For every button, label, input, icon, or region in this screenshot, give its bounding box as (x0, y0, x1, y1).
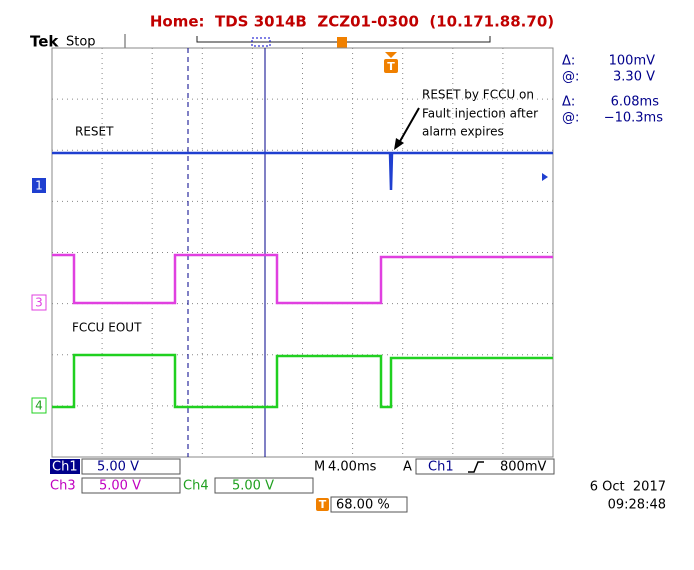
ch4-scale: 5.00 V (232, 479, 274, 494)
date: 6 Oct 2017 (590, 480, 666, 495)
channel-marker: 3 (35, 296, 43, 310)
brand: Tek (30, 33, 59, 51)
trigger-position: 68.00 % (336, 498, 390, 513)
ch1-box (81, 458, 181, 475)
channel-marker: 1 (35, 179, 43, 193)
ch1-badge (50, 459, 80, 474)
trigger-arrow (385, 52, 397, 58)
trigger-pos-box (330, 496, 408, 513)
acquisition-state: Stop (66, 35, 96, 50)
annotation-line: alarm expires (422, 125, 504, 139)
trigger-level-arrow (542, 173, 548, 181)
channel-marker: 4 (35, 399, 43, 413)
trace-ch3 (52, 253, 553, 305)
annotation-arrow (398, 107, 420, 144)
header-title: Home: TDS 3014B ZCZ01-0300 (10.171.88.70… (150, 13, 554, 31)
trigger-box (415, 458, 555, 475)
ch3-scale: 5.00 V (99, 479, 141, 494)
ch3-box (81, 477, 181, 494)
ch4-name: Ch4 (183, 479, 209, 494)
trigger-marker: T (387, 60, 395, 73)
trigger-source: Ch1 (428, 460, 454, 475)
cursor-symbol: Δ: (562, 54, 575, 69)
cursor-symbol: @: (562, 70, 579, 85)
cursor-symbol: Δ: (562, 95, 575, 110)
ch4-marker-box (31, 397, 47, 414)
ch3-name: Ch3 (50, 479, 76, 494)
annotation-line: RESET by FCCU on (422, 88, 534, 102)
trigger-level: 800mV (500, 460, 546, 475)
trigger-pos-badge (316, 498, 329, 511)
cursor-symbol: @: (562, 111, 579, 126)
record-trigger (337, 37, 347, 49)
annotation-arrowhead (394, 138, 404, 150)
trigger-mode: A (403, 460, 412, 475)
trace-ch4 (52, 353, 553, 409)
cursor-value: 3.30 V (613, 70, 655, 85)
trigger-pos-marker: T (319, 498, 327, 511)
cursor-value: 100mV (609, 54, 655, 69)
trace-ch1 (52, 151, 553, 191)
ch1-name: Ch1 (52, 460, 78, 475)
time: 09:28:48 (608, 498, 666, 513)
ch1-marker-box (32, 178, 46, 193)
timebase-scale: 4.00ms (328, 460, 377, 475)
ch1-scale: 5.00 V (97, 460, 139, 475)
ch4-box (214, 477, 314, 494)
timebase-name: M (314, 460, 325, 475)
trace-label: RESET (75, 125, 114, 139)
cursor-value: 6.08ms (611, 95, 660, 110)
trace-label: FCCU EOUT (72, 321, 142, 335)
record-window (251, 37, 271, 47)
trigger-slope (468, 461, 484, 473)
annotation-line: Fault injection after (422, 107, 538, 121)
cursor-value: −10.3ms (604, 111, 664, 126)
trigger-badge (384, 59, 398, 73)
ch3-marker-box (31, 294, 47, 311)
